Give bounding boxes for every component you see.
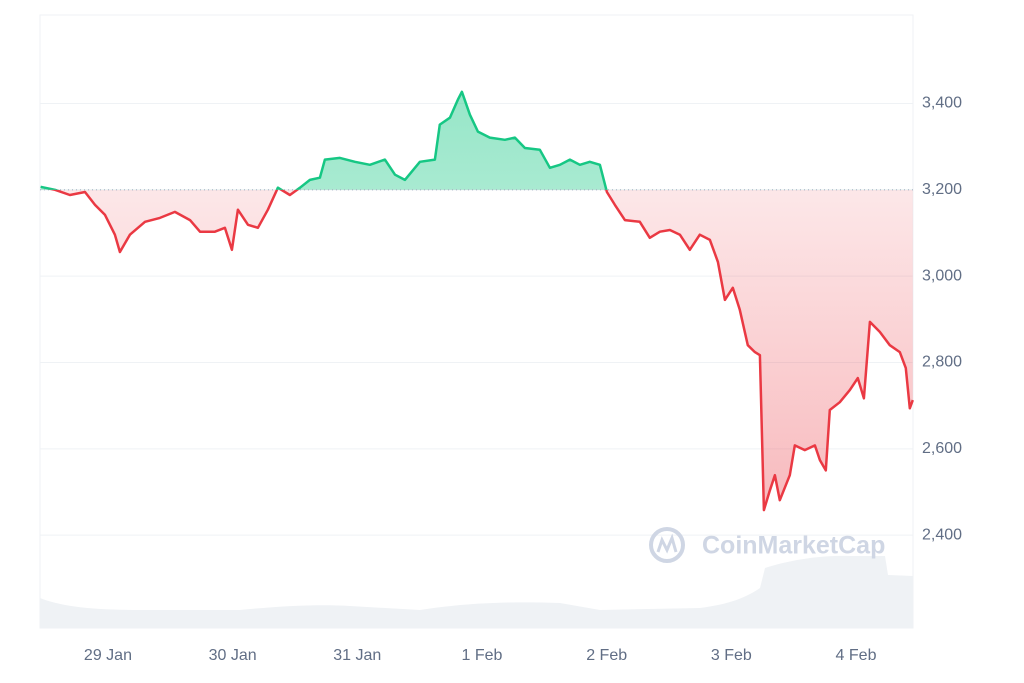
y-tick-label: 3,400	[922, 95, 962, 112]
x-tick-label: 29 Jan	[84, 647, 132, 664]
area-up	[40, 91, 607, 190]
x-tick-label: 31 Jan	[333, 647, 381, 664]
x-tick-label: 30 Jan	[209, 647, 257, 664]
y-tick-label: 2,400	[922, 526, 962, 543]
x-tick-label: 1 Feb	[462, 647, 503, 664]
y-tick-label: 2,600	[922, 440, 962, 457]
y-tick-label: 3,200	[922, 181, 962, 198]
x-tick-label: 4 Feb	[836, 647, 877, 664]
watermark-text: CoinMarketCap	[702, 532, 885, 560]
y-tick-label: 3,000	[922, 267, 962, 284]
x-tick-label: 3 Feb	[711, 647, 752, 664]
area-down	[40, 189, 913, 511]
price-line-down	[49, 189, 914, 512]
volume-area	[40, 555, 913, 628]
price-line-up	[40, 90, 608, 190]
watermark: CoinMarketCap	[649, 527, 885, 563]
x-tick-label: 2 Feb	[586, 647, 627, 664]
y-tick-label: 2,800	[922, 354, 962, 371]
